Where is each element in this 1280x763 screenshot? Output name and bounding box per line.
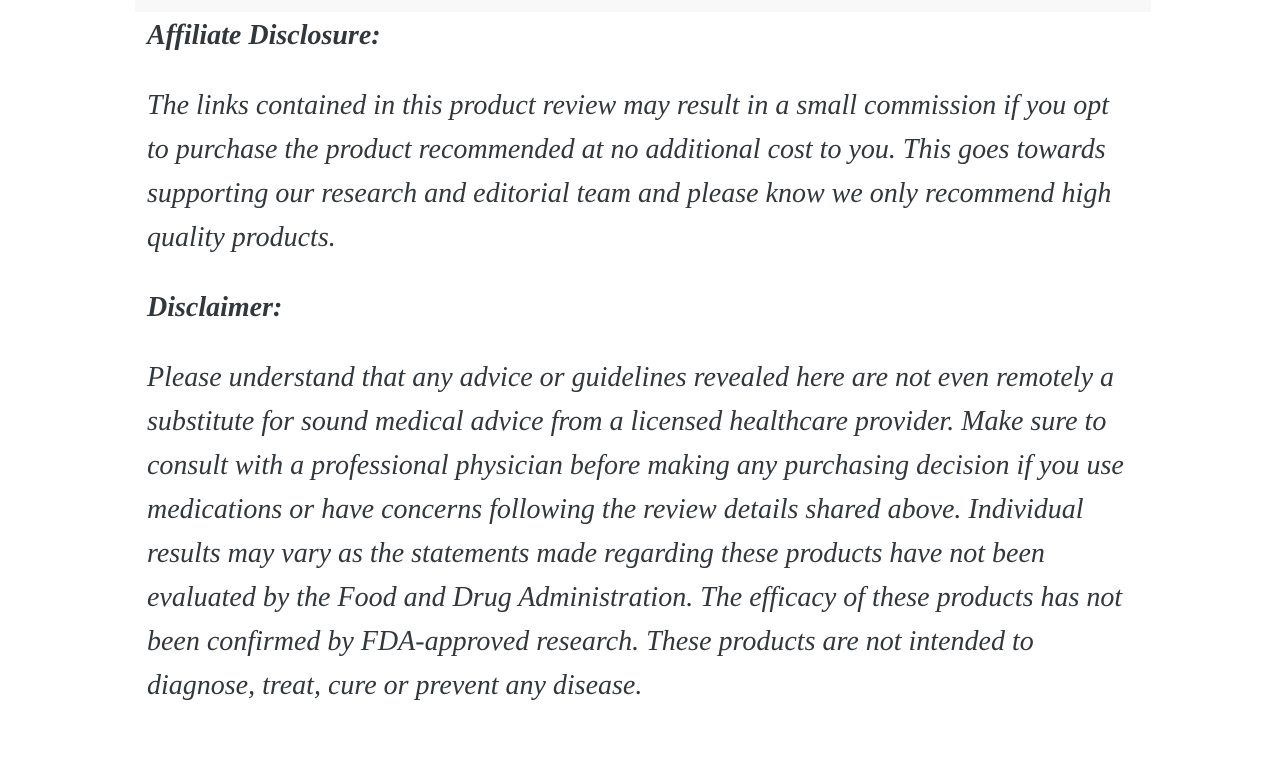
cropped-element-edge (135, 0, 1151, 12)
affiliate-disclosure-paragraph: The links contained in this product revi… (147, 90, 1112, 253)
disclaimer-paragraph: Please understand that any advice or gui… (147, 362, 1124, 701)
article-content: Affiliate Disclosure: The links containe… (147, 0, 1137, 734)
affiliate-disclosure-heading: Affiliate Disclosure: (147, 20, 381, 51)
disclaimer-heading: Disclaimer: (147, 292, 283, 323)
